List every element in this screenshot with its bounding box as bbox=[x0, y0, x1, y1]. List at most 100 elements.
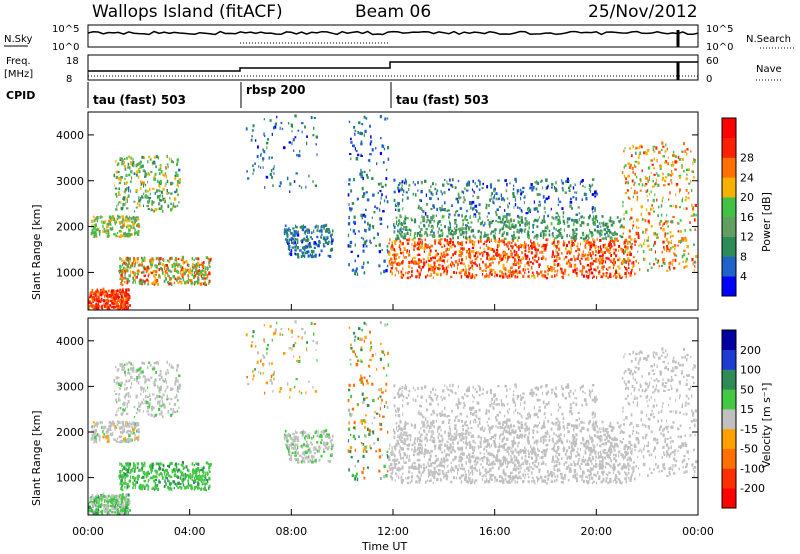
power-cell bbox=[491, 248, 494, 251]
velocity-cell bbox=[99, 503, 102, 506]
velocity-cell bbox=[122, 429, 125, 433]
power-cell bbox=[553, 185, 555, 190]
power-cell bbox=[122, 307, 124, 310]
velocity-cell bbox=[154, 479, 157, 481]
power-cell bbox=[182, 277, 184, 280]
power-cell bbox=[465, 241, 468, 244]
velocity-cell bbox=[165, 371, 167, 376]
power-cell bbox=[379, 201, 381, 205]
velocity-cell bbox=[162, 464, 165, 468]
velocity-cell bbox=[322, 450, 326, 453]
velocity-cell bbox=[167, 410, 170, 414]
velocity-cell bbox=[182, 477, 185, 480]
power-cell bbox=[529, 261, 532, 264]
power-cell bbox=[556, 255, 558, 258]
power-cell bbox=[681, 150, 684, 153]
power-cell bbox=[672, 161, 674, 164]
velocity-cell bbox=[298, 390, 301, 393]
power-cell bbox=[171, 256, 173, 260]
velocity-cell bbox=[113, 438, 116, 441]
power-cell bbox=[118, 229, 122, 233]
power-cell bbox=[137, 225, 141, 228]
power-cell bbox=[194, 269, 198, 273]
velocity-cell bbox=[116, 504, 119, 507]
power-cell bbox=[447, 264, 450, 268]
power-cell bbox=[503, 273, 505, 276]
power-cell bbox=[145, 278, 149, 282]
velocity-cell bbox=[126, 438, 128, 442]
power-cell bbox=[123, 307, 126, 310]
power-cell bbox=[293, 239, 296, 243]
power-cell bbox=[502, 240, 505, 244]
power-cell bbox=[592, 238, 594, 241]
power-cell bbox=[443, 251, 445, 254]
velocity-cell bbox=[106, 428, 109, 431]
power-cell bbox=[443, 201, 446, 205]
power-cell bbox=[109, 299, 112, 303]
power-cell bbox=[509, 226, 512, 230]
velocity-cell bbox=[121, 368, 124, 371]
power-cell bbox=[590, 231, 593, 234]
power-cell bbox=[624, 265, 626, 269]
power-cell bbox=[695, 255, 698, 258]
power-cell bbox=[644, 239, 646, 242]
power-cell bbox=[383, 269, 386, 274]
power-cell bbox=[609, 218, 611, 221]
power-cell bbox=[430, 216, 433, 219]
power-cell bbox=[595, 269, 597, 272]
power-cell bbox=[469, 240, 472, 244]
power-ylabel: Slant Range [km] bbox=[30, 204, 43, 300]
velocity-cell bbox=[183, 466, 186, 469]
power-cell bbox=[366, 261, 369, 264]
power-cell bbox=[95, 306, 98, 310]
velocity-cell bbox=[186, 468, 189, 472]
power-cell bbox=[591, 193, 594, 196]
power-cell bbox=[502, 254, 505, 258]
power-cell bbox=[280, 121, 283, 125]
power-cell bbox=[313, 255, 315, 258]
power-cell bbox=[514, 271, 518, 274]
power-cell bbox=[469, 214, 471, 218]
power-cell bbox=[481, 273, 484, 276]
power-cell bbox=[432, 204, 435, 208]
power-cell bbox=[495, 248, 499, 253]
power-cell bbox=[513, 205, 515, 209]
power-cell bbox=[562, 271, 565, 275]
power-cell bbox=[132, 227, 134, 230]
power-cell bbox=[521, 221, 524, 224]
velocity-cell bbox=[97, 433, 100, 437]
power-cell bbox=[606, 225, 609, 229]
power-cell bbox=[312, 134, 315, 137]
power-cell bbox=[326, 242, 329, 246]
power-cell bbox=[101, 305, 104, 308]
power-cell bbox=[552, 250, 554, 254]
power-cell bbox=[407, 271, 410, 275]
power-cell bbox=[659, 220, 663, 223]
power-cell bbox=[386, 248, 388, 252]
velocity-cell bbox=[93, 424, 95, 428]
velocity-cell bbox=[267, 343, 269, 347]
power-cell bbox=[467, 221, 470, 225]
velocity-cell bbox=[140, 386, 143, 389]
power-cell bbox=[437, 222, 439, 225]
power-cell bbox=[356, 197, 358, 201]
power-cell bbox=[478, 212, 481, 215]
power-cell bbox=[302, 237, 305, 241]
power-cell bbox=[289, 249, 291, 251]
power-cell bbox=[143, 274, 146, 277]
power-cell bbox=[252, 168, 255, 172]
velocity-cell bbox=[158, 462, 161, 466]
power-cell bbox=[293, 246, 294, 249]
power-cell bbox=[371, 177, 374, 180]
power-cell bbox=[418, 253, 421, 256]
power-cell bbox=[589, 214, 591, 218]
power-cell bbox=[586, 222, 590, 226]
velocity-cell bbox=[201, 479, 203, 483]
velocity-cell bbox=[92, 432, 95, 436]
power-cell bbox=[585, 234, 588, 237]
power-cell bbox=[126, 199, 128, 203]
power-cell bbox=[460, 241, 464, 245]
power-cell bbox=[515, 262, 517, 266]
power-cell bbox=[548, 229, 551, 233]
power-cell bbox=[425, 193, 427, 197]
